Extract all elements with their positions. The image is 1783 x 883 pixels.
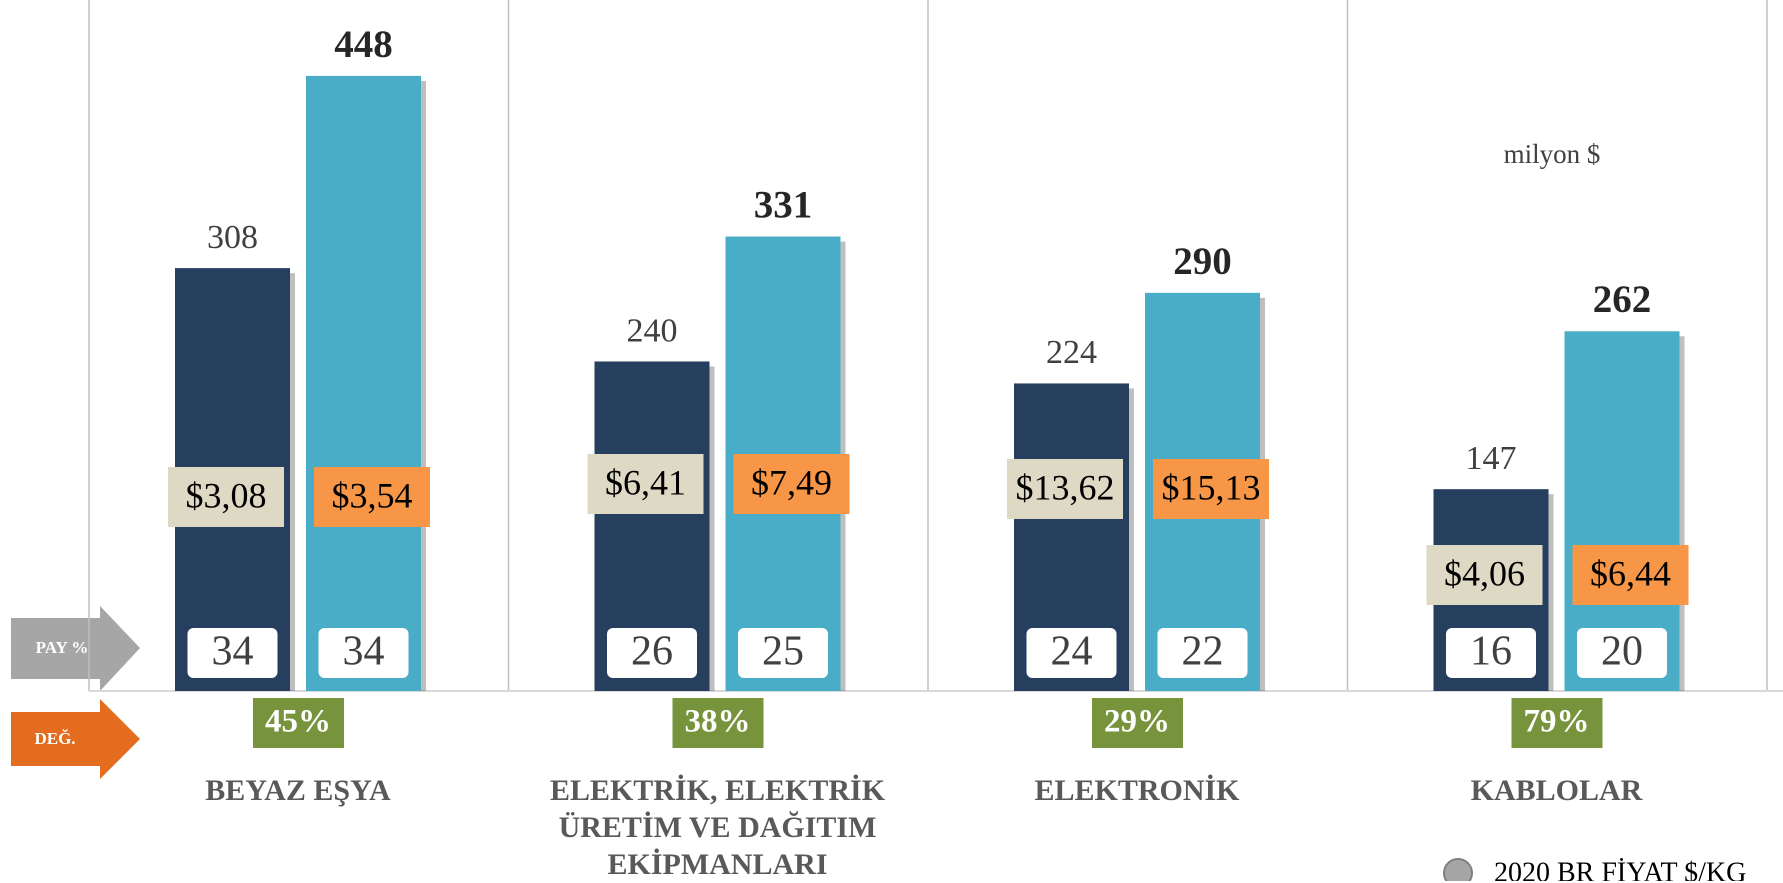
change-label: DEĞ. xyxy=(34,729,75,748)
change-box xyxy=(672,698,764,748)
price-box xyxy=(168,467,284,527)
price-label: $6,44 xyxy=(1590,553,1671,593)
price-label: $3,54 xyxy=(332,475,413,515)
category-label: ELEKTRONİK xyxy=(1034,774,1240,807)
share-box xyxy=(187,628,278,678)
change-arrow xyxy=(11,699,140,779)
share-box xyxy=(1577,628,1667,678)
share-box xyxy=(318,628,409,678)
value-label: 147 xyxy=(1466,440,1517,477)
legend-marker xyxy=(1443,858,1473,881)
share-box xyxy=(607,628,697,678)
category-label: KABLOLAR xyxy=(1470,774,1643,807)
share-label: 34 xyxy=(212,629,254,675)
price-box xyxy=(1153,459,1269,519)
price-box xyxy=(1572,545,1689,605)
price-box xyxy=(587,454,704,514)
value-label: 262 xyxy=(1593,278,1652,321)
share-box xyxy=(1026,628,1117,678)
value-label: 240 xyxy=(627,312,678,349)
share-box xyxy=(738,628,828,678)
change-box xyxy=(1092,698,1183,748)
price-box xyxy=(733,454,850,514)
unit-label: milyon $ xyxy=(1504,139,1601,169)
share-box xyxy=(1446,628,1536,678)
price-label: $4,06 xyxy=(1444,553,1525,593)
change-label: 45% xyxy=(265,704,331,740)
value-label: 308 xyxy=(207,219,258,256)
price-label: $3,08 xyxy=(186,475,267,515)
change-label: 38% xyxy=(685,704,751,740)
price-box xyxy=(314,467,430,527)
share-label: 22 xyxy=(1182,629,1224,675)
change-box xyxy=(1511,698,1603,748)
price-box xyxy=(1007,459,1123,519)
share-box xyxy=(1157,628,1248,678)
share-label: 26 xyxy=(631,629,673,675)
price-label: $6,41 xyxy=(605,462,686,502)
change-label: 79% xyxy=(1524,704,1590,740)
price-label: $13,62 xyxy=(1016,467,1115,507)
share-label: PAY % xyxy=(36,638,89,657)
change-label: 29% xyxy=(1104,704,1170,740)
value-label: 224 xyxy=(1046,334,1097,371)
share-arrow xyxy=(11,606,140,691)
category-label: ELEKTRİK, ELEKTRİK ÜRETİM VE DAĞITIM EKİ… xyxy=(549,774,886,881)
value-label: 448 xyxy=(334,23,393,66)
price-label: $7,49 xyxy=(751,462,832,502)
share-label: 25 xyxy=(762,629,804,675)
share-label: 20 xyxy=(1601,629,1643,675)
value-label: 331 xyxy=(754,183,813,226)
change-box xyxy=(253,698,344,748)
value-label: 290 xyxy=(1173,240,1232,283)
category-label: BEYAZ EŞYA xyxy=(205,774,391,807)
share-label: 24 xyxy=(1051,629,1093,675)
price-label: $15,13 xyxy=(1162,467,1261,507)
share-label: 34 xyxy=(343,629,385,675)
price-box xyxy=(1426,545,1543,605)
bar xyxy=(306,75,421,691)
share-label: 16 xyxy=(1470,629,1512,675)
legend-label: 2020 BR FİYAT $/KG xyxy=(1494,857,1746,881)
